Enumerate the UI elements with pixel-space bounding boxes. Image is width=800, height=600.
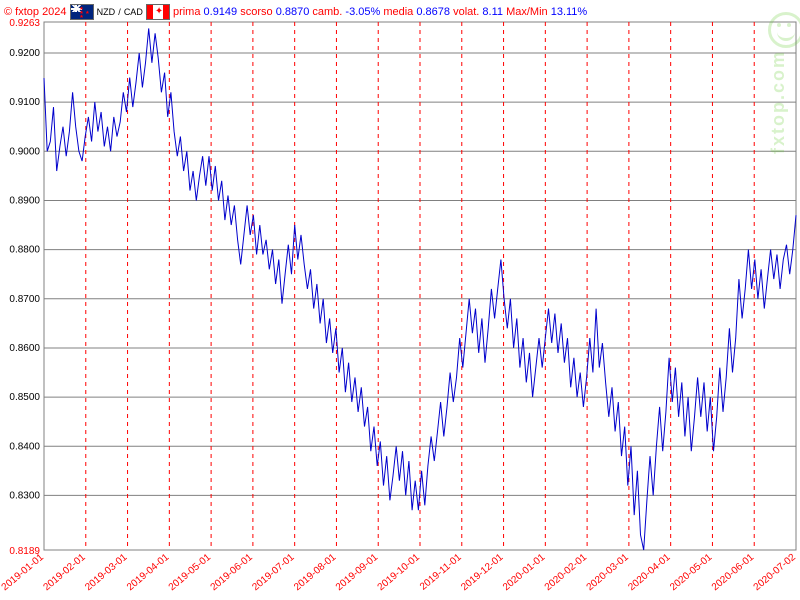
svg-text:2020-04-01: 2020-04-01 xyxy=(626,552,673,594)
svg-text:0.8300: 0.8300 xyxy=(9,490,40,501)
stat-value: 13.11% xyxy=(551,6,588,18)
fx-chart: © fxtop 2024 ★★ ★★ NZD / CAD ✦ prima 0.9… xyxy=(0,0,800,600)
svg-text:2020-06-01: 2020-06-01 xyxy=(710,552,757,594)
stat-value: 0.9149 xyxy=(204,6,238,18)
currency-from: NZD xyxy=(97,7,116,17)
ca-flag-icon: ✦ xyxy=(146,4,170,20)
svg-text:2020-02-01: 2020-02-01 xyxy=(543,552,590,594)
pair-separator: / xyxy=(118,7,121,17)
svg-text:0.8400: 0.8400 xyxy=(9,441,40,452)
stat-label: camb. xyxy=(309,6,345,18)
stat-label: Max/Min xyxy=(503,6,551,18)
currency-to: CAD xyxy=(124,7,143,17)
svg-text:2019-04-01: 2019-04-01 xyxy=(125,552,172,594)
svg-text:2020-05-01: 2020-05-01 xyxy=(668,552,715,594)
copyright: © fxtop 2024 xyxy=(4,6,67,18)
chart-svg: 0.8300 0.8400 0.8500 0.8600 0.8700 0.8800 0.89… xyxy=(0,0,800,600)
stats-container: prima 0.9149 scorso 0.8870 camb. -3.05% … xyxy=(173,6,587,18)
svg-text:2019-07-01: 2019-07-01 xyxy=(250,552,297,594)
svg-text:2019-05-01: 2019-05-01 xyxy=(167,552,214,594)
watermark: fxtop.com xyxy=(768,12,800,152)
svg-text:2019-06-01: 2019-06-01 xyxy=(209,552,256,594)
stat-value: 8.11 xyxy=(482,6,503,18)
stat-label: scorso xyxy=(237,6,276,18)
stat-value: -3.05% xyxy=(345,6,380,18)
svg-text:2020-03-01: 2020-03-01 xyxy=(585,552,632,594)
svg-text:2019-01-01: 2019-01-01 xyxy=(0,552,46,594)
smiley-icon xyxy=(768,12,800,48)
chart-header: © fxtop 2024 ★★ ★★ NZD / CAD ✦ prima 0.9… xyxy=(4,4,796,20)
nz-flag-icon: ★★ ★★ xyxy=(70,4,94,20)
svg-text:0.8800: 0.8800 xyxy=(9,245,40,256)
svg-text:0.9200: 0.9200 xyxy=(9,48,40,59)
svg-text:0.8900: 0.8900 xyxy=(9,195,40,206)
svg-text:2019-10-01: 2019-10-01 xyxy=(376,552,423,594)
svg-text:2020-07-02: 2020-07-02 xyxy=(752,552,799,594)
svg-text:0.8700: 0.8700 xyxy=(9,294,40,305)
stat-value: 0.8678 xyxy=(416,6,450,18)
svg-text:0.9000: 0.9000 xyxy=(9,146,40,157)
stat-label: volat. xyxy=(450,6,482,18)
svg-text:2019-12-01: 2019-12-01 xyxy=(459,552,506,594)
svg-text:2019-02-01: 2019-02-01 xyxy=(41,552,88,594)
svg-text:2020-01-01: 2020-01-01 xyxy=(501,552,548,594)
svg-text:0.8500: 0.8500 xyxy=(9,392,40,403)
svg-text:0.9100: 0.9100 xyxy=(9,97,40,108)
svg-text:2019-03-01: 2019-03-01 xyxy=(83,552,130,594)
svg-text:2019-08-01: 2019-08-01 xyxy=(292,552,339,594)
stat-label: media xyxy=(380,6,416,18)
stat-label: prima xyxy=(173,6,204,18)
watermark-text: fxtop.com xyxy=(768,50,789,154)
svg-text:2019-11-01: 2019-11-01 xyxy=(418,552,464,593)
stat-value: 0.8870 xyxy=(276,6,310,18)
svg-text:0.8600: 0.8600 xyxy=(9,343,40,354)
svg-text:2019-09-01: 2019-09-01 xyxy=(334,552,381,594)
